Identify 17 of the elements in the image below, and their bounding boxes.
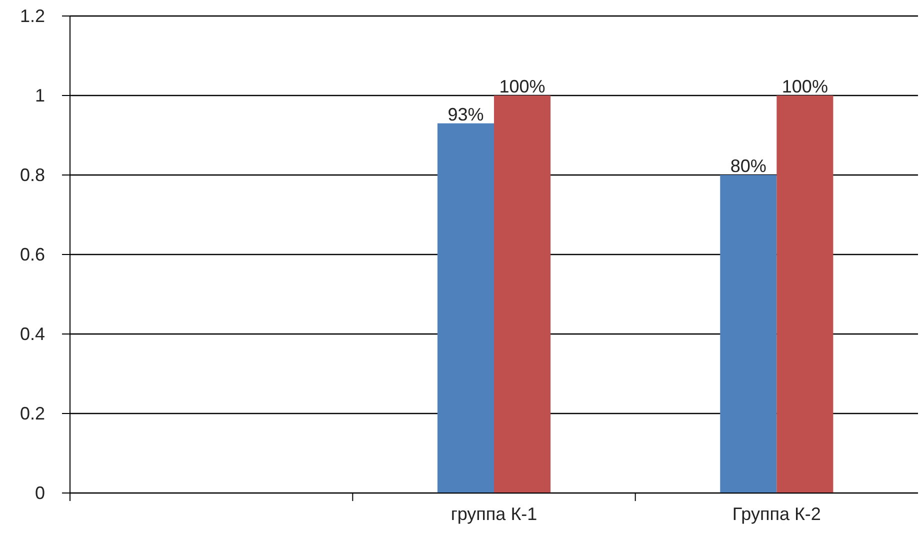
bar (494, 96, 551, 493)
y-tick-label: 1.2 (20, 6, 45, 26)
x-tick-label: Группа К-2 (732, 504, 821, 524)
y-tick-label: 0.2 (20, 403, 45, 424)
x-tick-label: группа К-1 (450, 504, 538, 524)
data-label: 100% (782, 76, 828, 96)
data-label: 93% (448, 104, 484, 124)
y-tick-label: 0.4 (20, 324, 45, 344)
bar (437, 123, 494, 493)
y-tick-label: 1 (34, 85, 45, 106)
bar (720, 175, 777, 493)
y-tick-label: 0.6 (20, 244, 45, 264)
data-label: 100% (499, 76, 546, 96)
y-tick-label: 0.8 (20, 164, 45, 185)
y-tick-label: 0 (34, 482, 45, 503)
data-label: 80% (730, 156, 766, 176)
bar (776, 96, 834, 493)
